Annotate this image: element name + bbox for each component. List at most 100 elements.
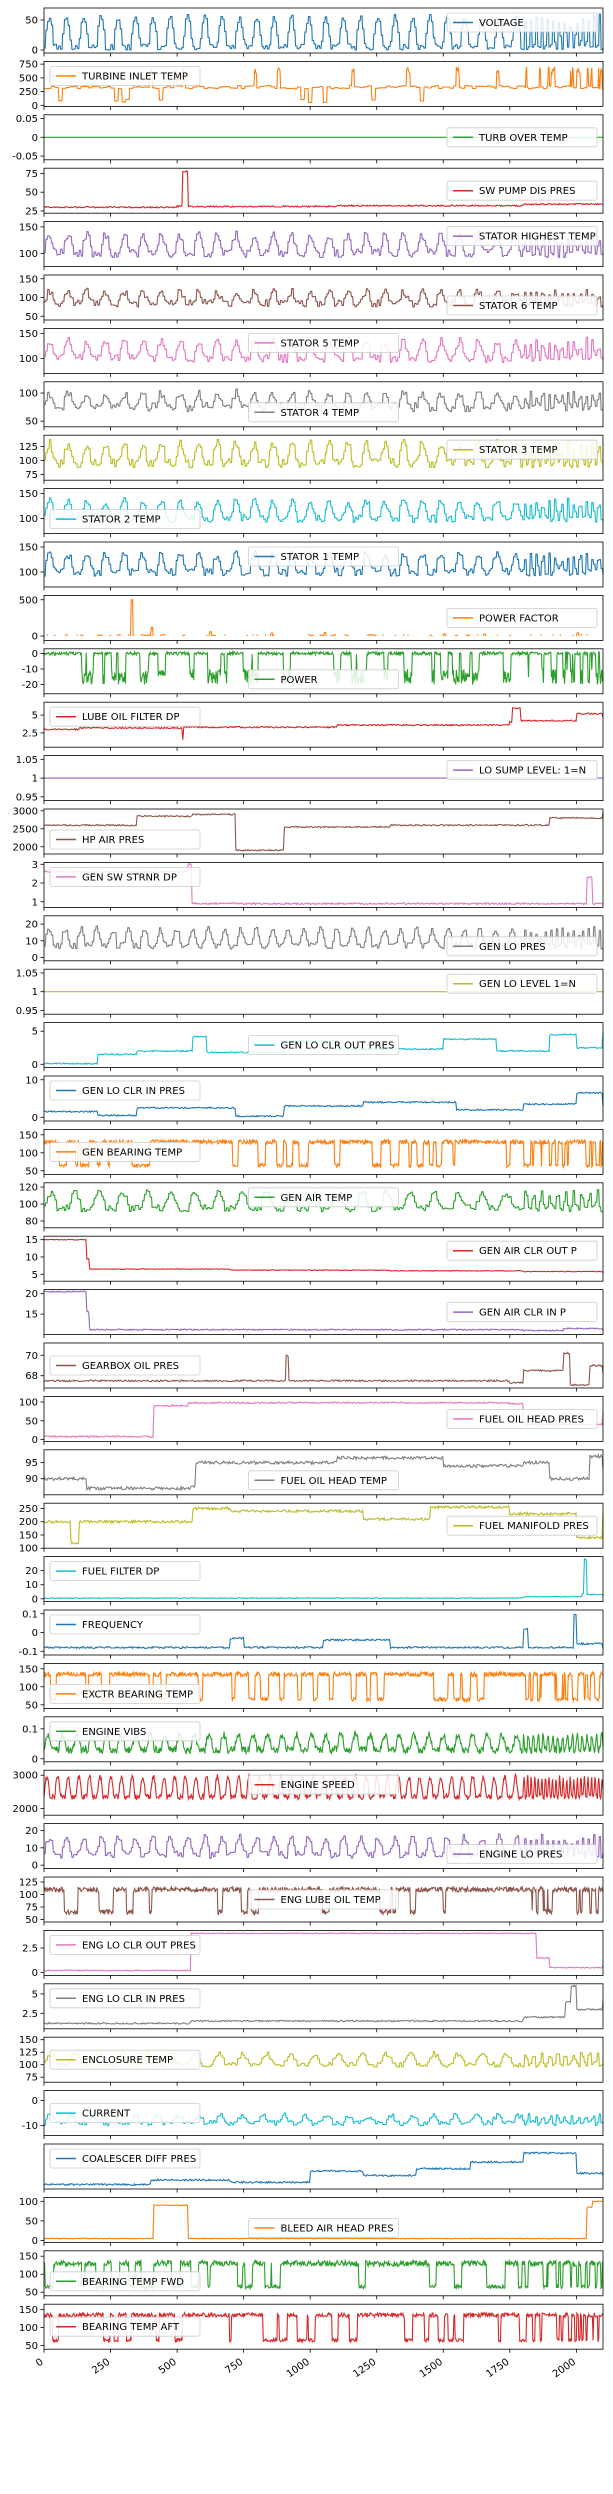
- axes-frame: [43, 1556, 604, 1602]
- axes-frame: [43, 1876, 604, 1923]
- subplot-30: 0 10 20 FUEL FILTER DP: [25, 1556, 604, 1605]
- legend-label: ENG LO CLR OUT PRES: [82, 1940, 196, 1951]
- y-tick-label: 0: [32, 46, 38, 57]
- x-tick-label: 1750: [484, 2357, 511, 2381]
- axes-frame: [43, 167, 604, 214]
- legend-label: LUBE OIL FILTER DP: [82, 712, 180, 723]
- legend-box: [49, 2049, 201, 2070]
- y-tick-label: 20: [25, 1289, 38, 1300]
- axes-frame: [43, 327, 604, 374]
- y-tick-label: 50: [25, 2288, 38, 2299]
- series-line: [44, 1189, 603, 1213]
- y-tick-label: 1: [32, 774, 38, 785]
- y-tick-label: 150: [19, 489, 38, 500]
- series-line: [43, 1091, 604, 1118]
- series-line: [43, 1669, 604, 1703]
- legend-box: [248, 332, 399, 353]
- axes-frame: [43, 488, 604, 535]
- y-tick-label: 100: [19, 293, 38, 304]
- series-line: [43, 170, 604, 209]
- y-tick-label: 125: [19, 1878, 38, 1889]
- series-line: [43, 1613, 604, 1650]
- series-line: [43, 1884, 604, 1917]
- y-tick-label: 100: [19, 2270, 38, 2281]
- legend-label: BLEED AIR HEAD PRES: [281, 2223, 394, 2234]
- axes-frame: [43, 1983, 604, 2030]
- axes-frame: [43, 1182, 604, 1229]
- series-line: [46, 599, 588, 637]
- legend-label: TURB OVER TEMP: [478, 133, 567, 144]
- y-tick-label: 120: [19, 1183, 38, 1194]
- x-tick-label: 0: [34, 2357, 46, 2370]
- legend-label: GEN BEARING TEMP: [82, 1147, 182, 1158]
- legend-box: [49, 1355, 201, 1376]
- legend-box: [446, 295, 598, 316]
- y-tick-label: 250: [19, 87, 38, 98]
- legend-label: POWER: [281, 675, 318, 686]
- legend-box: [446, 936, 598, 957]
- y-tick-label: -10: [22, 664, 38, 675]
- y-tick-label: 2.5: [22, 728, 38, 739]
- axes-frame: [43, 1449, 604, 1496]
- legend-label: ENG LUBE OIL TEMP: [281, 1895, 381, 1906]
- y-tick-label: 68: [25, 1371, 38, 1382]
- legend-box: [446, 1409, 598, 1429]
- axes-frame: [43, 2036, 604, 2083]
- axes-frame: [43, 434, 604, 481]
- y-tick-label: 250: [19, 1504, 38, 1515]
- subplot-16: 2000 2500 3000 HP AIR PRES: [13, 806, 604, 858]
- axes-frame: [43, 1289, 604, 1335]
- legend-box: [446, 1302, 598, 1322]
- y-tick-label: 3000: [13, 1771, 38, 1782]
- subplot-8: 50 100 STATOR 4 TEMP: [19, 381, 604, 431]
- legend-label: CURRENT: [82, 2109, 131, 2120]
- subplot-14: 2.5 5 LUBE OIL FILTER DP: [22, 701, 604, 751]
- y-tick-label: 2.5: [22, 1944, 38, 1955]
- legend-label: POWER FACTOR: [479, 613, 559, 624]
- series-line: [44, 1557, 604, 1600]
- y-tick-label: 20: [25, 1826, 38, 1837]
- legend-label: ENCLOSURE TEMP: [82, 2055, 173, 2066]
- y-tick-label: 150: [19, 329, 38, 340]
- y-tick-label: 10: [25, 1580, 38, 1591]
- axes-frame: [43, 1930, 604, 1976]
- axes-frame: [43, 541, 604, 588]
- y-tick-label: 0.05: [16, 114, 38, 125]
- series-line: [43, 2200, 604, 2240]
- y-tick-label: 50: [25, 1915, 38, 1926]
- subplot-15: 0.95 1 1.05 LO SUMP LEVEL: 1=N: [16, 755, 604, 805]
- x-tick-label: 750: [223, 2357, 245, 2377]
- legend-label: TURBINE INLET TEMP: [81, 71, 188, 82]
- y-tick-label: 50: [25, 1166, 38, 1177]
- y-tick-label: 3: [32, 860, 38, 871]
- y-tick-label: -20: [22, 680, 38, 691]
- y-tick-label: 0: [32, 1060, 38, 1071]
- series-line: [43, 2151, 604, 2187]
- y-tick-label: 25: [25, 206, 38, 217]
- series-line: [44, 438, 604, 469]
- y-tick-label: 5: [32, 1989, 38, 2000]
- y-tick-label: 5: [32, 711, 38, 722]
- y-tick-label: 70: [25, 1351, 38, 1362]
- series-line: [43, 2258, 604, 2291]
- legend-label: STATOR HIGHEST TEMP: [479, 232, 596, 243]
- legend-box: [248, 546, 399, 567]
- legend-box: [49, 1988, 201, 2009]
- subplot-22: 50 100 150 GEN BEARING TEMP: [19, 1129, 604, 1178]
- y-tick-label: 10: [25, 936, 38, 947]
- legend-box: [49, 2271, 201, 2292]
- legend-box: [446, 127, 598, 148]
- x-axis: 0 250 500 750 1000 1250 1500 1750 2000: [34, 2357, 578, 2381]
- legend-box: [446, 1844, 598, 1864]
- subplot-21: 0 10 GEN LO CLR IN PRES: [25, 1075, 604, 1125]
- series-line: [43, 1452, 604, 1492]
- legend-box: [248, 1035, 399, 1055]
- legend-label: COALESCER DIFF PRES: [82, 2154, 196, 2165]
- legend-label: ENGINE SPEED: [281, 1780, 355, 1791]
- y-tick-label: 1.05: [16, 755, 38, 766]
- y-tick-label: -0.1: [18, 1647, 38, 1658]
- y-tick-label: 100: [19, 1148, 38, 1159]
- legend-box: [49, 829, 201, 850]
- axes-frame: [43, 1075, 604, 1122]
